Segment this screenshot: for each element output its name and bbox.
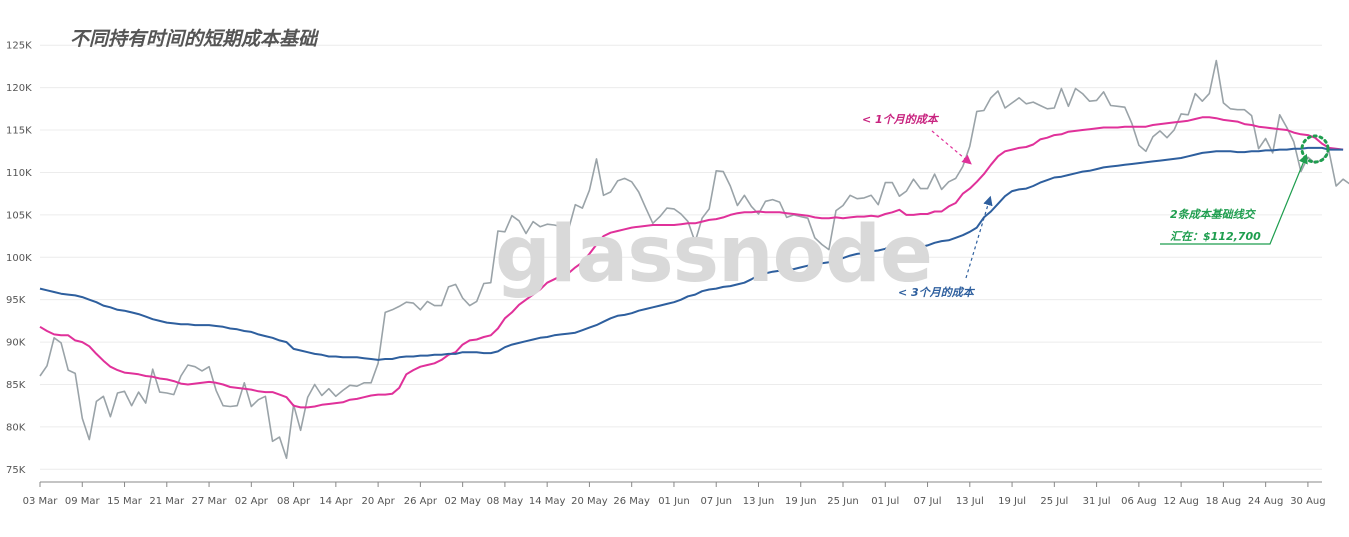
- x-tick-label: 14 May: [529, 496, 566, 507]
- x-tick-label: 13 Jul: [956, 496, 984, 507]
- x-tick-label: 07 Jul: [914, 496, 942, 507]
- x-tick-label: 31 Jul: [1083, 496, 1111, 507]
- x-tick-label: 19 Jun: [785, 496, 817, 507]
- x-tick-label: 08 Apr: [277, 496, 311, 507]
- arrow-three-month: [965, 195, 993, 279]
- y-tick-label: 90K: [6, 338, 26, 349]
- y-tick-label: 120K: [6, 83, 32, 94]
- watermark: glassnode: [495, 210, 933, 300]
- chart-series: [39, 59, 1349, 460]
- y-tick-label: 75K: [6, 465, 26, 476]
- annotation-three-month: < 3个月的成本: [898, 286, 974, 299]
- series-line-price: [39, 59, 1349, 460]
- x-tick-label: 02 May: [444, 496, 481, 507]
- x-tick-label: 03 Mar: [23, 496, 59, 507]
- x-tick-label: 25 Jul: [1040, 496, 1068, 507]
- x-tick-label: 12 Aug: [1163, 496, 1198, 507]
- x-axis-ticks: 03 Mar 09 Mar 15 Mar 21 Mar 27 Mar 02 Apr 08 A…: [23, 482, 1326, 507]
- y-tick-label: 80K: [6, 422, 26, 433]
- x-tick-label: 20 May: [571, 496, 608, 507]
- annotation-one-month: < 1个月的成本: [862, 113, 938, 126]
- x-tick-label: 18 Aug: [1206, 496, 1241, 507]
- y-tick-label: 100K: [6, 253, 32, 264]
- y-tick-label: 105K: [6, 210, 32, 221]
- x-tick-label: 06 Aug: [1121, 496, 1156, 507]
- chart-title: 不同持有时间的短期成本基础: [70, 28, 318, 50]
- arrow-crossover: [1160, 153, 1308, 245]
- x-tick-label: 08 May: [487, 496, 524, 507]
- series-line-1-month-cost: [39, 116, 1344, 409]
- x-tick-label: 20 Apr: [362, 496, 396, 507]
- x-tick-label: 15 Mar: [107, 496, 143, 507]
- crossover-marker: [1300, 134, 1330, 164]
- y-tick-label: 115K: [6, 126, 32, 137]
- chart-annotation-arrows: [931, 130, 1330, 279]
- y-tick-label: 95K: [6, 295, 26, 306]
- annotation-cross-line2: 汇在：$112,700: [1170, 230, 1261, 243]
- x-tick-label: 30 Aug: [1290, 496, 1325, 507]
- x-tick-label: 19 Jul: [998, 496, 1026, 507]
- x-tick-label: 25 Jun: [827, 496, 859, 507]
- x-tick-label: 26 May: [613, 496, 650, 507]
- x-tick-label: 26 Apr: [404, 496, 438, 507]
- y-axis-ticks: 75K 80K 85K 90K 95K 100K 105K 110K 115K 120K 125K: [6, 41, 32, 476]
- x-tick-label: 21 Mar: [149, 496, 185, 507]
- x-tick-label: 07 Jun: [700, 496, 732, 507]
- y-tick-label: 125K: [6, 41, 32, 52]
- y-tick-label: 85K: [6, 380, 26, 391]
- x-tick-label: 14 Apr: [319, 496, 353, 507]
- y-tick-label: 110K: [6, 168, 32, 179]
- annotation-cross-line1: 2条成本基础线交: [1170, 208, 1255, 221]
- x-tick-label: 02 Apr: [235, 496, 269, 507]
- x-tick-label: 09 Mar: [65, 496, 101, 507]
- x-tick-label: 13 Jun: [743, 496, 775, 507]
- x-tick-label: 01 Jun: [658, 496, 690, 507]
- arrow-one-month: [931, 130, 972, 165]
- x-tick-label: 27 Mar: [192, 496, 228, 507]
- x-tick-label: 24 Aug: [1248, 496, 1283, 507]
- series-line-3-month-cost: [39, 146, 1344, 361]
- x-tick-label: 01 Jul: [871, 496, 899, 507]
